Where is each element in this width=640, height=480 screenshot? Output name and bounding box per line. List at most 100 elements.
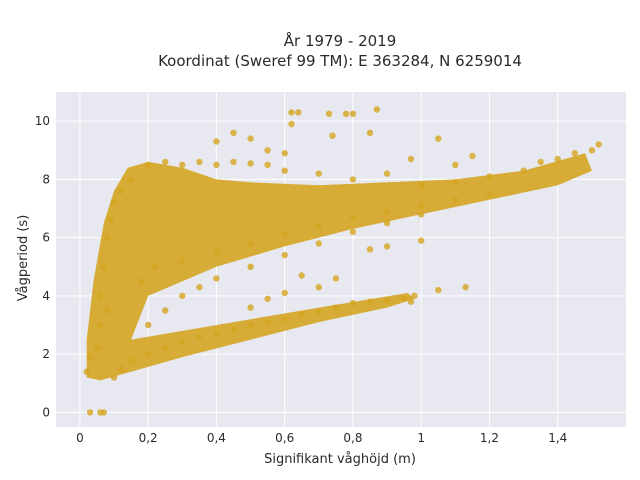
data-points bbox=[83, 106, 602, 416]
data-point bbox=[288, 120, 295, 128]
data-point bbox=[97, 321, 104, 329]
y-tick-label: 2 bbox=[42, 347, 50, 361]
data-point bbox=[264, 318, 271, 326]
data-point bbox=[281, 316, 288, 323]
data-point bbox=[342, 110, 350, 118]
data-point bbox=[571, 150, 578, 157]
data-point bbox=[295, 109, 302, 116]
data-point bbox=[486, 173, 493, 180]
data-point bbox=[162, 345, 169, 352]
y-tick-label: 8 bbox=[42, 172, 50, 186]
data-point bbox=[196, 333, 203, 340]
data-point bbox=[107, 217, 114, 224]
data-point bbox=[315, 170, 322, 177]
data-point bbox=[298, 272, 305, 279]
data-point bbox=[349, 110, 357, 118]
data-point bbox=[93, 345, 101, 352]
data-point bbox=[418, 182, 425, 189]
data-point bbox=[127, 176, 135, 183]
chart-title-line2: Koordinat (Sweref 99 TM): E 363284, N 62… bbox=[158, 52, 522, 70]
data-point bbox=[383, 297, 391, 304]
x-tick-label: 1,4 bbox=[548, 431, 567, 445]
x-tick-label: 0,4 bbox=[207, 431, 226, 445]
data-point bbox=[315, 284, 322, 291]
data-point bbox=[247, 240, 254, 247]
data-point bbox=[400, 295, 408, 302]
data-point bbox=[110, 374, 118, 381]
data-point bbox=[435, 286, 442, 294]
data-point bbox=[462, 284, 469, 291]
data-point bbox=[407, 298, 415, 305]
data-point bbox=[179, 339, 186, 346]
data-point bbox=[145, 161, 152, 168]
data-point bbox=[247, 160, 254, 167]
y-axis-label: Vågperiod (s) bbox=[16, 215, 31, 302]
data-point bbox=[83, 368, 90, 375]
data-point bbox=[179, 161, 186, 168]
data-point bbox=[104, 234, 111, 241]
data-point bbox=[281, 167, 288, 174]
data-point bbox=[554, 155, 561, 163]
data-point bbox=[418, 237, 425, 244]
x-tick-label: 0,2 bbox=[139, 431, 158, 445]
data-point bbox=[230, 158, 237, 166]
data-point bbox=[213, 138, 220, 145]
data-point bbox=[315, 240, 322, 247]
data-point bbox=[366, 246, 374, 253]
x-tick-label: 1 bbox=[417, 431, 425, 445]
data-point bbox=[520, 167, 527, 174]
data-point bbox=[179, 257, 186, 265]
x-tick-label: 0,6 bbox=[275, 431, 294, 445]
data-point bbox=[486, 190, 493, 198]
data-point bbox=[329, 132, 336, 139]
data-point bbox=[86, 353, 94, 361]
data-point bbox=[196, 284, 203, 291]
data-point bbox=[588, 147, 596, 154]
data-point bbox=[213, 249, 220, 256]
data-point bbox=[366, 298, 374, 305]
data-point bbox=[537, 158, 544, 166]
y-tick-label: 10 bbox=[35, 114, 50, 128]
x-tick-label: 0 bbox=[76, 431, 84, 445]
y-tick-label: 4 bbox=[42, 289, 50, 303]
data-point bbox=[145, 321, 152, 329]
data-point bbox=[349, 300, 357, 307]
data-point bbox=[595, 141, 602, 148]
data-point bbox=[138, 278, 145, 285]
data-point bbox=[247, 304, 254, 311]
x-tick-label: 1,2 bbox=[480, 431, 499, 445]
data-point bbox=[104, 307, 111, 314]
data-point bbox=[281, 251, 288, 259]
data-point bbox=[230, 326, 237, 333]
data-point bbox=[230, 129, 237, 136]
data-point bbox=[469, 152, 476, 160]
data-point bbox=[349, 228, 357, 235]
data-point bbox=[288, 109, 295, 116]
data-point bbox=[452, 196, 459, 203]
data-point bbox=[179, 292, 186, 300]
data-point bbox=[151, 263, 159, 270]
data-point bbox=[213, 275, 220, 282]
data-point bbox=[332, 275, 340, 282]
data-point bbox=[110, 199, 118, 206]
data-point bbox=[97, 292, 104, 300]
data-point bbox=[407, 155, 415, 163]
data-point bbox=[100, 409, 108, 416]
data-point bbox=[281, 150, 288, 157]
x-tick-label: 0,8 bbox=[343, 431, 362, 445]
data-point bbox=[383, 219, 391, 227]
data-point bbox=[411, 292, 418, 300]
data-point bbox=[247, 263, 254, 270]
data-point bbox=[213, 161, 220, 168]
data-point bbox=[247, 321, 254, 329]
data-point bbox=[145, 351, 152, 358]
data-point bbox=[418, 202, 425, 209]
data-point bbox=[383, 208, 391, 215]
data-point bbox=[281, 289, 288, 297]
data-point bbox=[373, 106, 380, 113]
data-point bbox=[281, 231, 288, 238]
data-point bbox=[383, 243, 391, 250]
data-point bbox=[332, 304, 340, 311]
data-point bbox=[315, 308, 322, 316]
